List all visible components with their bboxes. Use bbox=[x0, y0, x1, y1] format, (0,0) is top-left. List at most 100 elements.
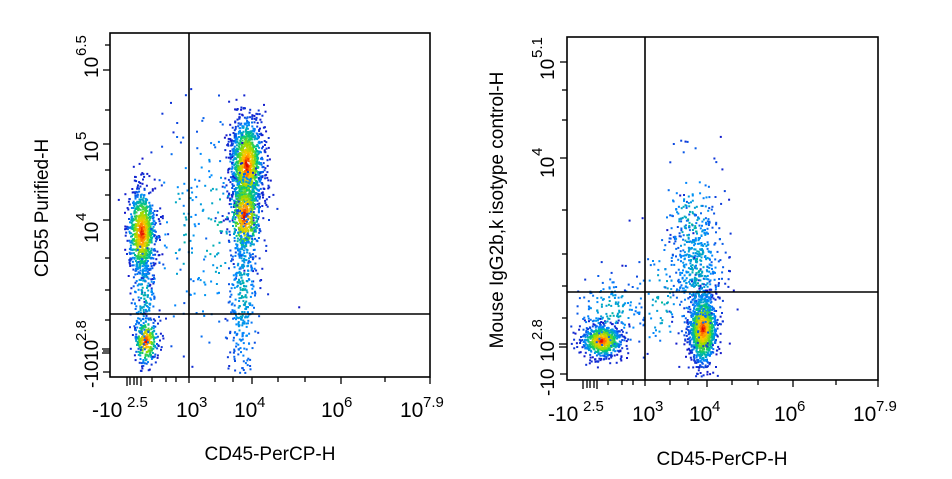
event-dot bbox=[210, 189, 213, 192]
event-dot bbox=[241, 113, 244, 116]
event-dot bbox=[580, 336, 582, 338]
event-dot bbox=[620, 359, 623, 362]
event-dot bbox=[246, 316, 249, 319]
event-dot bbox=[203, 314, 206, 317]
event-dot bbox=[239, 174, 242, 177]
event-dot bbox=[147, 224, 150, 227]
event-dot bbox=[248, 207, 251, 210]
event-dot bbox=[616, 314, 619, 317]
event-dot bbox=[253, 230, 256, 233]
event-dot bbox=[243, 141, 246, 144]
event-dot bbox=[235, 147, 238, 150]
event-dot bbox=[128, 198, 131, 201]
event-dot bbox=[245, 122, 248, 125]
event-dot bbox=[232, 140, 235, 142]
event-dot bbox=[615, 361, 618, 364]
event-dot bbox=[140, 218, 143, 221]
event-dot bbox=[635, 306, 638, 309]
event-dot bbox=[214, 270, 217, 273]
event-dot bbox=[242, 156, 245, 159]
event-dot bbox=[243, 172, 246, 175]
event-dot bbox=[144, 355, 147, 358]
event-dot bbox=[243, 211, 246, 214]
event-dot bbox=[239, 209, 242, 212]
event-dot bbox=[252, 184, 255, 187]
event-dot bbox=[607, 303, 610, 306]
event-dot bbox=[158, 315, 160, 318]
event-dot bbox=[236, 195, 239, 197]
event-dot bbox=[263, 140, 266, 142]
event-dot bbox=[248, 302, 251, 305]
event-dot bbox=[243, 170, 246, 172]
event-dot bbox=[621, 295, 624, 298]
event-dot bbox=[144, 228, 147, 231]
event-dot bbox=[134, 254, 136, 256]
event-dot bbox=[242, 259, 245, 262]
event-dot bbox=[686, 338, 689, 341]
event-dot bbox=[146, 305, 149, 308]
y-tick-labels: -10 10 2.8 10 4 10 5 10 6.5 bbox=[73, 35, 103, 388]
event-dot bbox=[234, 216, 237, 219]
event-dot bbox=[244, 295, 247, 298]
event-dot bbox=[141, 290, 144, 293]
event-dot bbox=[238, 171, 241, 174]
event-dot bbox=[257, 184, 260, 187]
event-dot bbox=[616, 349, 619, 352]
event-dot bbox=[253, 267, 256, 270]
event-dot bbox=[258, 161, 260, 164]
event-dot bbox=[589, 318, 592, 321]
event-dot bbox=[176, 186, 179, 189]
event-dot bbox=[238, 146, 241, 149]
event-dot bbox=[246, 146, 248, 149]
event-dot bbox=[234, 251, 237, 254]
event-dot bbox=[139, 260, 142, 263]
event-dot bbox=[256, 165, 258, 168]
event-dot bbox=[235, 203, 238, 205]
event-dot bbox=[134, 195, 137, 198]
event-dot bbox=[193, 223, 196, 226]
event-dot bbox=[241, 334, 244, 337]
event-dot bbox=[224, 218, 227, 221]
event-dot bbox=[139, 311, 142, 314]
event-dot bbox=[260, 157, 263, 160]
event-dot bbox=[163, 181, 166, 184]
event-dot bbox=[589, 356, 592, 359]
event-dot bbox=[250, 228, 253, 231]
event-dot bbox=[146, 346, 149, 349]
event-dot bbox=[245, 248, 248, 251]
event-dot bbox=[235, 108, 238, 111]
event-dot bbox=[135, 319, 138, 322]
event-dot bbox=[610, 304, 613, 307]
event-dot bbox=[600, 347, 603, 350]
event-dot bbox=[604, 334, 607, 336]
event-dot bbox=[230, 144, 233, 147]
event-dot bbox=[143, 348, 146, 351]
event-dot bbox=[205, 237, 208, 240]
event-dot bbox=[174, 252, 177, 254]
event-dot bbox=[242, 184, 245, 187]
event-dot bbox=[134, 192, 137, 195]
event-dot bbox=[135, 305, 138, 308]
event-dot bbox=[258, 315, 261, 318]
event-dot bbox=[259, 118, 262, 121]
event-dot bbox=[136, 186, 139, 189]
event-dot bbox=[250, 166, 253, 168]
event-dot bbox=[623, 335, 626, 338]
event-dot bbox=[141, 246, 144, 249]
event-dot bbox=[145, 242, 148, 245]
event-dot bbox=[231, 178, 234, 181]
event-dot bbox=[126, 253, 128, 255]
event-dot bbox=[236, 245, 239, 247]
event-dot bbox=[248, 165, 251, 167]
event-dot bbox=[139, 242, 142, 245]
event-dot bbox=[247, 184, 250, 187]
event-dot bbox=[144, 326, 147, 329]
event-dot bbox=[257, 137, 260, 139]
event-dot bbox=[603, 355, 606, 357]
event-dot bbox=[243, 216, 246, 219]
event-dot bbox=[135, 231, 138, 234]
event-dot bbox=[616, 336, 619, 339]
event-dot bbox=[234, 369, 237, 372]
event-dot bbox=[257, 223, 260, 226]
event-dot bbox=[614, 301, 617, 304]
